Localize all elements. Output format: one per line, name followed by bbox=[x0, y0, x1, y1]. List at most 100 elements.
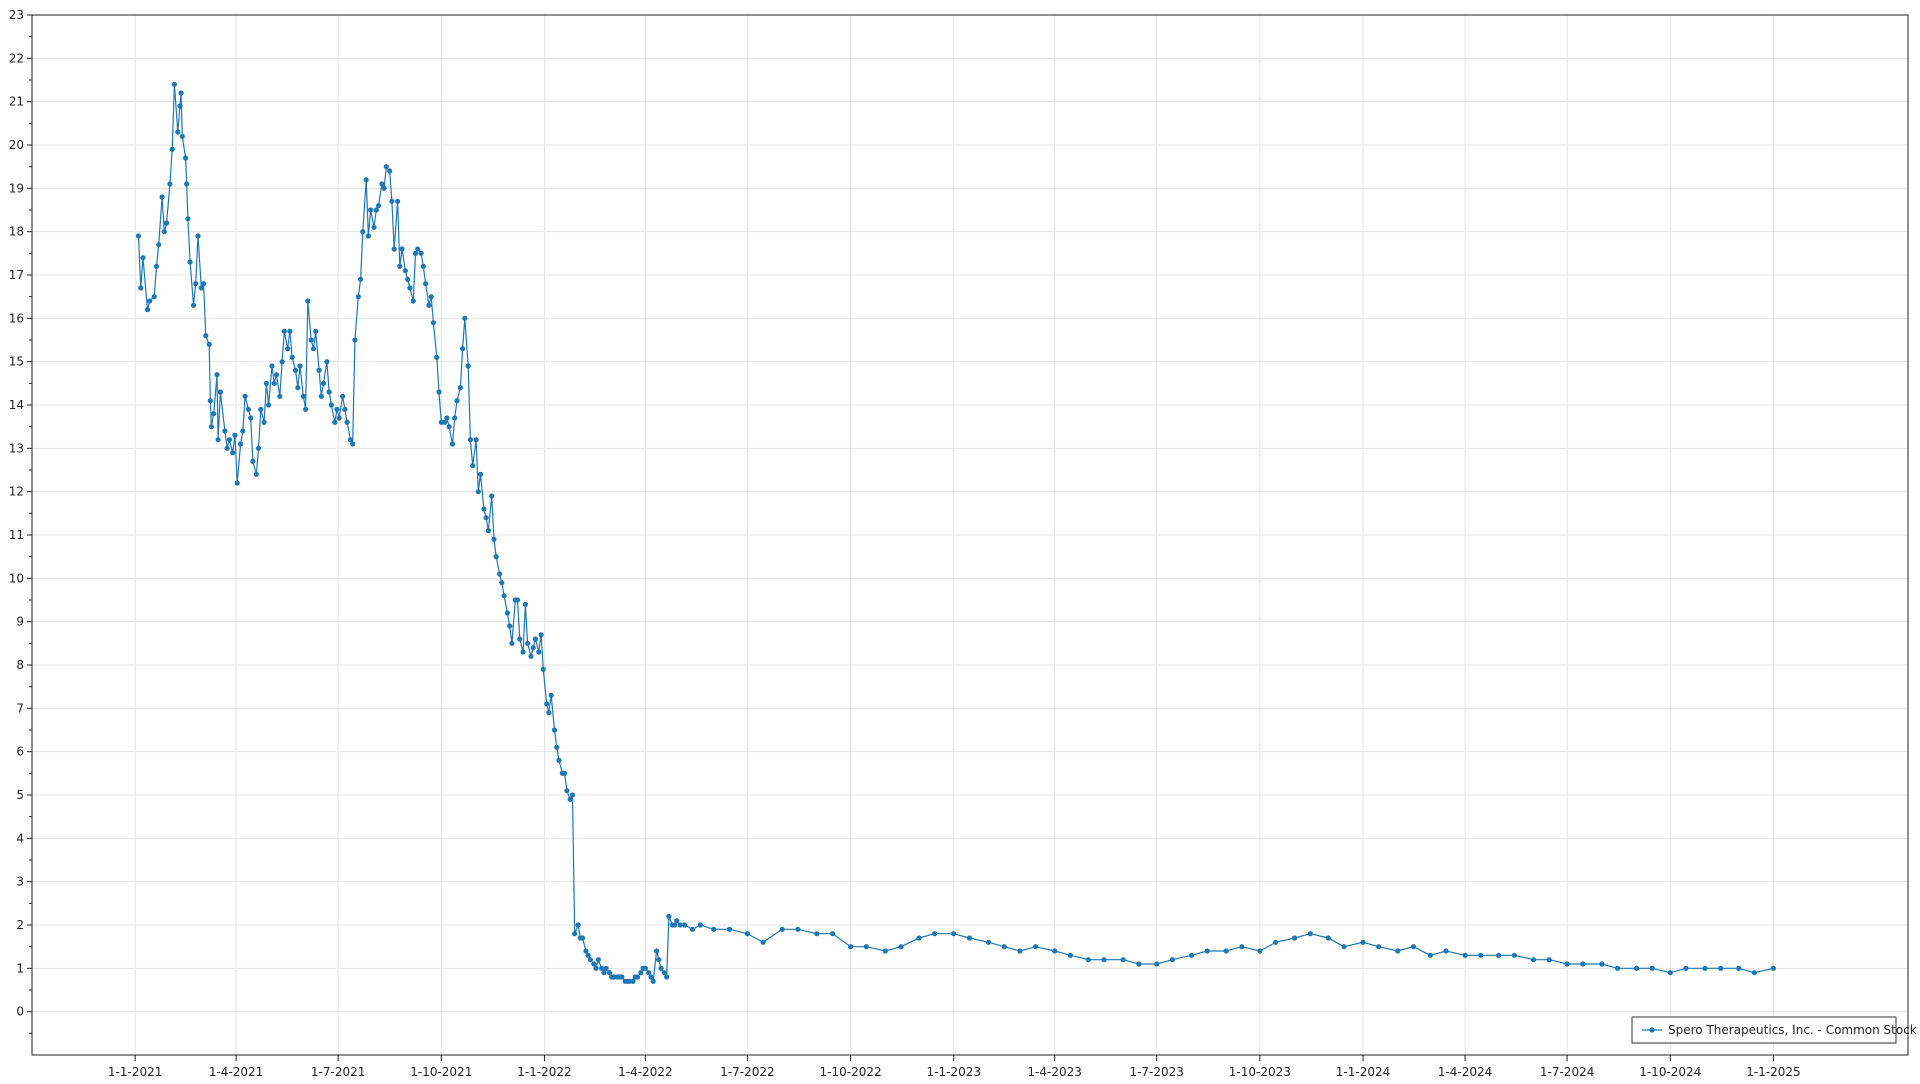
data-point bbox=[575, 922, 581, 928]
data-point bbox=[760, 939, 766, 945]
data-point bbox=[436, 389, 442, 395]
data-point bbox=[277, 393, 283, 399]
data-point bbox=[966, 935, 973, 941]
data-point bbox=[281, 328, 287, 334]
data-point bbox=[465, 363, 471, 369]
data-point bbox=[342, 406, 348, 412]
data-point bbox=[300, 393, 306, 399]
data-point bbox=[1599, 961, 1605, 967]
y-tick-label: 14 bbox=[9, 398, 24, 412]
data-point bbox=[509, 640, 515, 646]
x-tick-label: 1-4-2022 bbox=[618, 1065, 672, 1079]
x-tick-label: 1-10-2023 bbox=[1229, 1065, 1291, 1079]
data-point bbox=[375, 203, 382, 209]
data-point bbox=[497, 571, 503, 577]
data-point bbox=[295, 385, 301, 391]
data-point bbox=[271, 380, 277, 386]
data-point bbox=[1427, 952, 1433, 958]
data-point bbox=[334, 406, 340, 412]
data-point bbox=[863, 944, 869, 950]
data-point bbox=[452, 415, 458, 421]
data-point bbox=[599, 965, 605, 971]
data-point bbox=[1154, 961, 1160, 967]
data-point bbox=[258, 406, 264, 412]
data-point bbox=[207, 398, 213, 404]
data-point bbox=[726, 926, 733, 932]
data-point bbox=[848, 944, 854, 950]
data-point bbox=[507, 623, 513, 629]
data-point bbox=[373, 207, 379, 213]
data-point bbox=[666, 913, 672, 919]
data-point bbox=[779, 926, 785, 932]
data-point bbox=[405, 276, 411, 282]
data-point bbox=[1052, 948, 1058, 954]
data-point bbox=[1273, 939, 1279, 945]
data-point bbox=[355, 294, 361, 300]
data-point bbox=[603, 965, 609, 971]
data-point bbox=[368, 207, 374, 213]
grid bbox=[32, 14, 1908, 1055]
data-point bbox=[420, 263, 426, 269]
data-point bbox=[164, 220, 170, 226]
data-point bbox=[517, 636, 523, 642]
data-point bbox=[167, 181, 173, 187]
data-point bbox=[169, 146, 175, 152]
data-point bbox=[580, 935, 586, 941]
data-point bbox=[391, 246, 397, 252]
data-point bbox=[485, 528, 491, 534]
data-point bbox=[572, 931, 578, 937]
data-point bbox=[222, 428, 228, 434]
x-tick-label: 1-10-2024 bbox=[1639, 1065, 1701, 1079]
data-point bbox=[1307, 931, 1313, 937]
data-point bbox=[591, 961, 597, 967]
data-point bbox=[203, 333, 209, 339]
y-tick-label: 15 bbox=[9, 355, 24, 369]
data-point bbox=[292, 367, 299, 373]
data-point bbox=[1360, 939, 1366, 945]
data-point bbox=[444, 415, 450, 421]
data-point bbox=[144, 307, 151, 313]
data-point bbox=[454, 398, 460, 404]
data-point bbox=[324, 359, 330, 365]
data-point bbox=[473, 437, 479, 443]
data-point bbox=[932, 931, 938, 937]
data-point bbox=[475, 489, 481, 495]
data-point bbox=[232, 432, 238, 438]
data-point bbox=[313, 328, 319, 334]
data-point bbox=[595, 957, 601, 963]
data-point bbox=[208, 424, 214, 430]
data-point bbox=[601, 970, 607, 976]
data-point bbox=[430, 320, 436, 326]
y-tick-label: 12 bbox=[9, 485, 24, 499]
data-point bbox=[449, 441, 456, 447]
legend-box bbox=[1631, 1016, 1897, 1044]
data-point bbox=[536, 649, 542, 655]
data-point bbox=[554, 744, 560, 750]
data-point bbox=[316, 367, 322, 373]
x-tick-label: 1-7-2022 bbox=[720, 1065, 774, 1079]
data-point bbox=[532, 636, 539, 642]
data-point bbox=[744, 931, 751, 937]
data-point bbox=[175, 129, 181, 135]
x-tick-label: 1-4-2021 bbox=[209, 1065, 263, 1079]
data-point bbox=[1770, 965, 1776, 971]
data-point bbox=[1443, 948, 1449, 954]
data-point bbox=[1067, 952, 1073, 958]
x-tick-label: 1-10-2021 bbox=[410, 1065, 472, 1079]
data-point bbox=[1615, 965, 1621, 971]
x-tick-label: 1-1-2022 bbox=[517, 1065, 571, 1079]
data-point bbox=[656, 957, 662, 963]
data-point bbox=[179, 133, 185, 139]
data-point bbox=[985, 939, 992, 945]
data-point bbox=[1530, 957, 1537, 963]
y-tick-label: 17 bbox=[9, 268, 24, 282]
data-point bbox=[514, 597, 521, 603]
data-point bbox=[546, 710, 552, 716]
data-point bbox=[951, 931, 957, 937]
data-point bbox=[1410, 944, 1417, 950]
data-point bbox=[285, 346, 291, 352]
data-point bbox=[363, 177, 369, 183]
data-point bbox=[224, 445, 230, 451]
